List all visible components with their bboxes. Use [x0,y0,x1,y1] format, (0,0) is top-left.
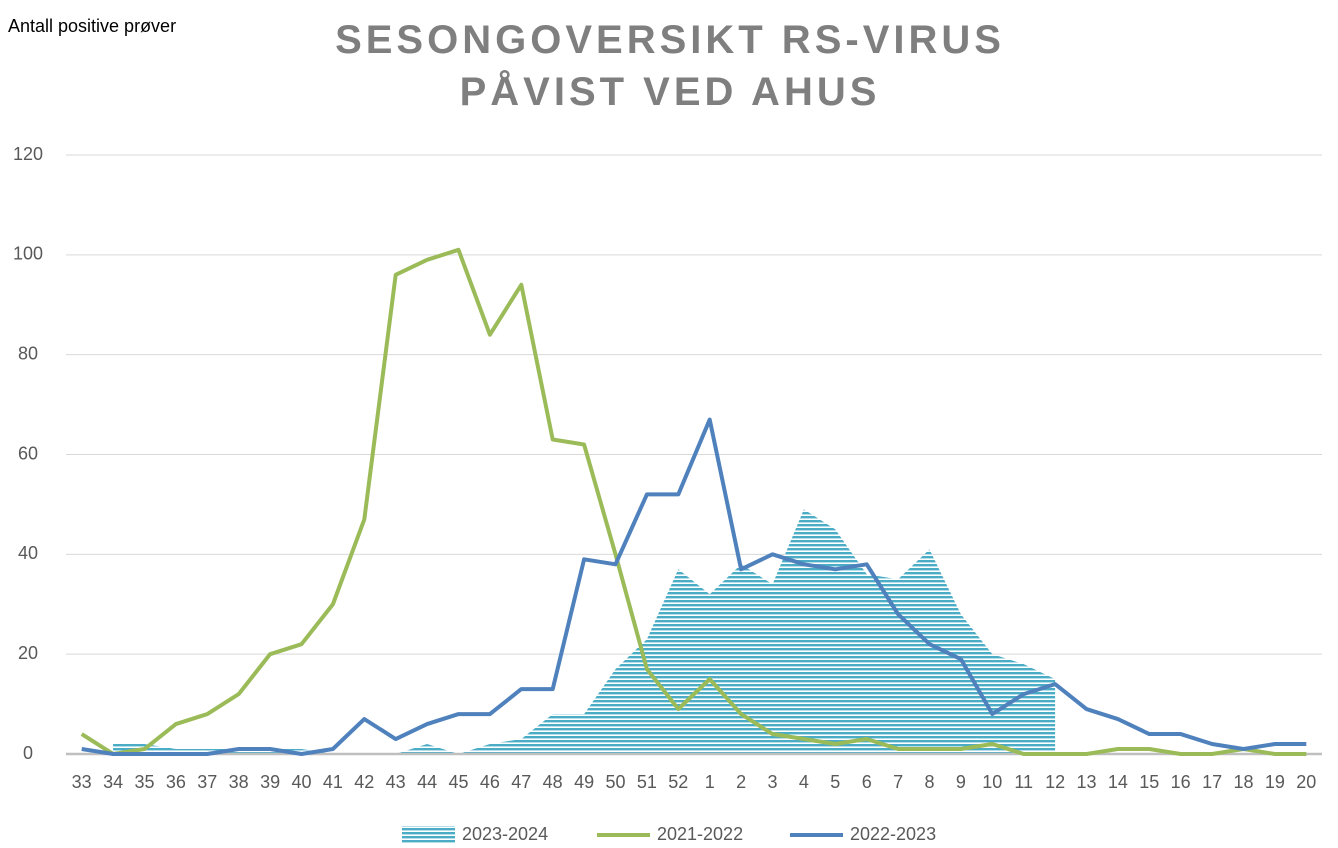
x-tick-label: 2 [736,772,746,792]
x-tick-label: 35 [134,772,154,792]
legend-label: 2021-2022 [657,824,743,844]
x-tick-label: 11 [1014,772,1033,792]
x-tick-label: 6 [862,772,872,792]
x-tick-label: 52 [668,772,688,792]
x-tick-label: 38 [229,772,249,792]
x-tick-label: 12 [1045,772,1065,792]
x-tick-label: 36 [166,772,186,792]
x-tick-label: 49 [574,772,594,792]
x-tick-label: 39 [260,772,280,792]
x-tick-label: 14 [1108,772,1128,792]
x-tick-label: 4 [799,772,809,792]
y-tick-label: 40 [18,543,38,563]
x-tick-label: 46 [480,772,500,792]
x-tick-label: 8 [924,772,934,792]
y-tick-label: 0 [23,743,33,763]
x-tick-label: 42 [354,772,374,792]
x-tick-label: 43 [386,772,406,792]
line [80,247,1307,756]
x-tick-label: 7 [893,772,903,792]
x-tick-label: 34 [103,772,123,792]
x-tick-label: 17 [1202,772,1222,792]
x-tick-label: 19 [1265,772,1285,792]
x-tick-label: 5 [830,772,840,792]
area [113,509,1056,754]
y-axis-label: Antall positive prøver [8,16,177,36]
x-tick-label: 37 [197,772,217,792]
line [81,417,1307,756]
y-tick-label: 60 [18,443,38,463]
x-tick-label: 33 [72,772,92,792]
x-tick-label: 45 [448,772,468,792]
legend-label: 2023-2024 [462,824,548,844]
x-tick-label: 13 [1076,772,1096,792]
y-tick-label: 100 [13,244,43,264]
y-tick-label: 80 [18,343,38,363]
x-tick-label: 1 [705,772,715,792]
legend-swatch [402,826,455,844]
x-tick-label: 16 [1171,772,1191,792]
x-tick-label: 44 [417,772,437,792]
x-tick-label: 48 [543,772,563,792]
x-tick-label: 40 [291,772,311,792]
x-tick-label: 20 [1296,772,1316,792]
legend-label: 2022-2023 [850,824,936,844]
y-tick-label: 120 [13,144,43,164]
x-tick-label: 3 [767,772,777,792]
chart-title: SESONGOVERSIKT RS-VIRUS PÅVIST VED AHUS [335,18,1005,114]
x-tick-label: 9 [956,772,966,792]
x-tick-label: 51 [637,772,657,792]
x-tick-label: 47 [511,772,531,792]
x-tick-label: 10 [982,772,1002,792]
x-tick-label: 50 [605,772,625,792]
x-tick-label: 18 [1233,772,1253,792]
x-tick-label: 15 [1139,772,1159,792]
x-tick-label: 41 [323,772,343,792]
y-tick-label: 20 [18,643,38,663]
